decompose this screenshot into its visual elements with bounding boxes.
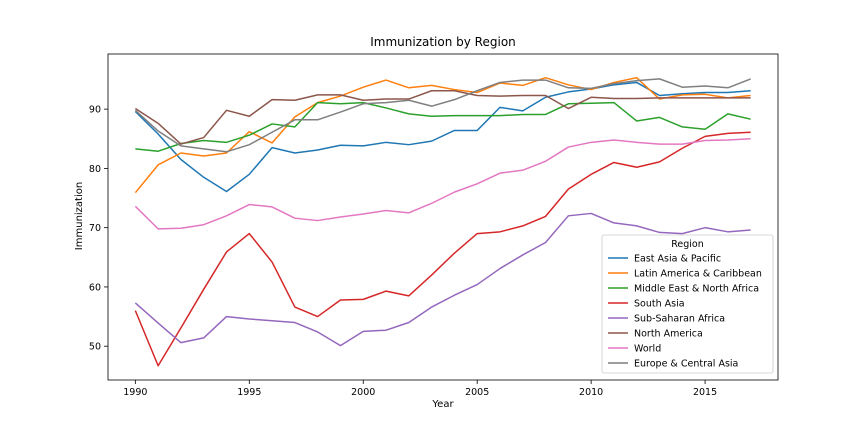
y-tick-label: 80	[89, 164, 101, 175]
y-tick-label: 60	[89, 282, 101, 293]
legend-box	[601, 234, 774, 374]
legend: Region East Asia & Pacific Latin America &…	[601, 234, 774, 374]
series-line-middle-east-north-africa	[135, 101, 751, 152]
series-line-latin-america-caribbean	[134, 76, 751, 194]
legend-label: South Asia	[634, 299, 685, 310]
legend-label: Europe & Central Asia	[634, 359, 738, 370]
x-tick-label: 2005	[465, 387, 489, 398]
y-tick-label: 50	[89, 342, 101, 353]
axis-ticks: 1990 1995 2000 2005 2010 2015 50 60 70 80 90	[89, 105, 717, 398]
legend-label: Latin America & Caribbean	[634, 269, 762, 280]
legend-label: North America	[634, 329, 703, 340]
plot-frame	[107, 53, 779, 381]
legend-label: Sub-Saharan Africa	[634, 314, 725, 325]
x-tick-label: 1990	[123, 387, 147, 398]
legend-label: World	[634, 344, 661, 355]
plot-lines	[134, 76, 751, 367]
x-tick-label: 2015	[693, 387, 717, 398]
legend-label: Middle East & North Africa	[634, 284, 759, 295]
x-axis-label: Year	[431, 399, 454, 410]
y-tick-label: 90	[89, 105, 101, 116]
legend-label: East Asia & Pacific	[634, 254, 721, 265]
x-tick-label: 1995	[237, 387, 261, 398]
series-line-europe-central-asia	[134, 78, 751, 153]
y-tick-label: 70	[89, 223, 101, 234]
legend-title: Region	[671, 239, 704, 250]
series-line-north-america	[134, 90, 751, 145]
chart-title: Immunization by Region	[370, 35, 516, 49]
series-line-south-asia	[134, 131, 751, 367]
x-tick-label: 2010	[579, 387, 603, 398]
y-axis-label: Immunization	[74, 182, 85, 250]
series-line-world	[134, 138, 751, 230]
x-tick-label: 2000	[351, 387, 375, 398]
series-line-sub-saharan-africa	[134, 212, 751, 347]
